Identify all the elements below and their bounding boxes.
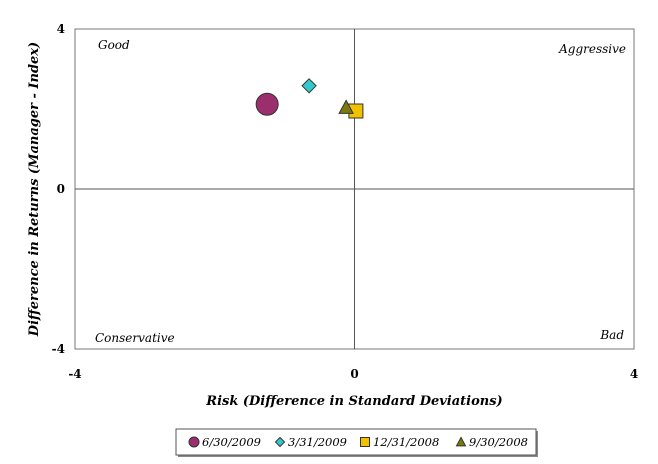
legend-label: 6/30/2009	[202, 435, 261, 449]
y-tick-label: -4	[52, 342, 65, 356]
legend-label: 3/31/2009	[288, 435, 347, 449]
legend-label: 12/31/2008	[373, 435, 439, 449]
x-tick-label: 0	[350, 367, 358, 381]
x-tick-label: 4	[630, 367, 638, 381]
x-tick-label: -4	[68, 367, 81, 381]
legend: 6/30/2009 3/31/2009 12/31/2008 9/30/2008	[175, 428, 538, 457]
legend-marker-square	[360, 437, 370, 447]
quadrant-label-aggressive: Aggressive	[558, 42, 626, 56]
plot-area	[74, 28, 635, 350]
legend-label: 9/30/2008	[469, 435, 528, 449]
data-point-circle	[255, 92, 279, 116]
y-axis-title: Difference in Returns (Manager - Index)	[27, 42, 42, 337]
legend-marker-triangle	[455, 436, 467, 447]
legend-box	[175, 428, 537, 456]
y-tick-label: 0	[57, 182, 65, 196]
data-point-diamond	[301, 78, 317, 94]
data-point-triangle	[338, 99, 354, 114]
legend-marker-circle	[188, 436, 200, 448]
legend-marker-diamond	[274, 436, 286, 448]
quadrant-label-bad: Bad	[599, 328, 624, 342]
quadrant-label-good: Good	[98, 38, 130, 52]
y-tick-label: 4	[57, 22, 65, 36]
quadrant-label-conservative: Conservative	[95, 331, 175, 345]
chart-labels: 4 0 -4-4 0 4 Good Aggressive Conservative Bad Ris…	[27, 22, 638, 409]
data-points	[255, 78, 364, 119]
x-axis-title: Risk (Difference in Standard Deviations)	[205, 394, 502, 409]
